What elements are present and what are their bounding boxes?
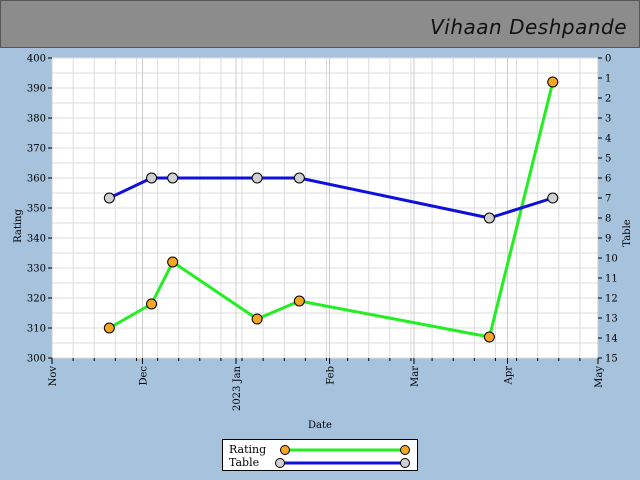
y-tick-label: 350 (27, 204, 46, 215)
y2-tick-label: 5 (605, 154, 611, 165)
y2-axis-title: Table (622, 219, 633, 246)
legend-swatch-rating (280, 445, 410, 455)
x-tick-label: May (594, 366, 605, 388)
y-tick-label: 320 (27, 294, 46, 305)
y-tick-label: 340 (27, 234, 46, 245)
data-point-table (146, 172, 158, 184)
data-point-table (483, 212, 495, 224)
x-tick-label: Apr (504, 366, 515, 386)
series-points (103, 76, 559, 343)
legend-swatch-table (275, 458, 410, 468)
data-point-rating (547, 76, 559, 88)
legend-label-rating: Rating (229, 443, 267, 456)
y2-tick-label: 15 (605, 354, 618, 365)
data-point-rating (483, 331, 495, 343)
y-tick-label: 310 (27, 324, 46, 335)
x-tick-label: Feb (326, 366, 337, 385)
y2-tick-label: 12 (605, 294, 618, 305)
y-tick-label: 380 (27, 114, 46, 125)
legend: Rating Table (222, 439, 418, 471)
header-bar: Vihaan Deshpande (0, 0, 640, 48)
x-axis-title: Date (308, 420, 332, 431)
data-point-table (167, 172, 179, 184)
y2-tick-label: 14 (605, 334, 618, 345)
y-tick-label: 400 (27, 54, 46, 65)
data-point-rating (167, 256, 179, 268)
legend-label-table: Table (229, 456, 260, 469)
y-tick-label: 300 (27, 354, 46, 365)
y-tick-label: 330 (27, 264, 46, 275)
data-point-rating (146, 298, 158, 310)
y-tick-label: 360 (27, 174, 46, 185)
y2-tick-label: 11 (605, 274, 618, 285)
data-point-rating (293, 295, 305, 307)
y2-tick-label: 10 (605, 254, 618, 265)
y-tick-label: 390 (27, 84, 46, 95)
x-tick-label: 2023 Jan (232, 365, 243, 411)
data-point-table (547, 192, 559, 204)
y-axis-title: Rating (13, 209, 24, 243)
x-tick-label: Mar (410, 366, 421, 387)
y2-tick-label: 2 (605, 94, 611, 105)
data-point-table (103, 192, 115, 204)
data-point-rating (103, 322, 115, 334)
y2-tick-label: 1 (605, 74, 611, 85)
y2-tick-label: 3 (605, 114, 611, 125)
x-tick-label: Nov (48, 366, 59, 387)
y2-tick-label: 9 (605, 234, 611, 245)
data-point-table (293, 172, 305, 184)
y2-tick-label: 13 (605, 314, 618, 325)
player-name: Vihaan Deshpande (430, 15, 627, 39)
y2-tick-label: 7 (605, 194, 611, 205)
y2-tick-label: 0 (605, 54, 611, 65)
x-tick-label: Dec (138, 366, 149, 386)
data-point-table (251, 172, 263, 184)
y2-tick-label: 8 (605, 214, 611, 225)
data-point-rating (251, 313, 263, 325)
y2-tick-label: 6 (605, 174, 611, 185)
y-tick-label: 370 (27, 144, 46, 155)
grid (51, 57, 599, 359)
y2-tick-label: 4 (605, 134, 611, 145)
